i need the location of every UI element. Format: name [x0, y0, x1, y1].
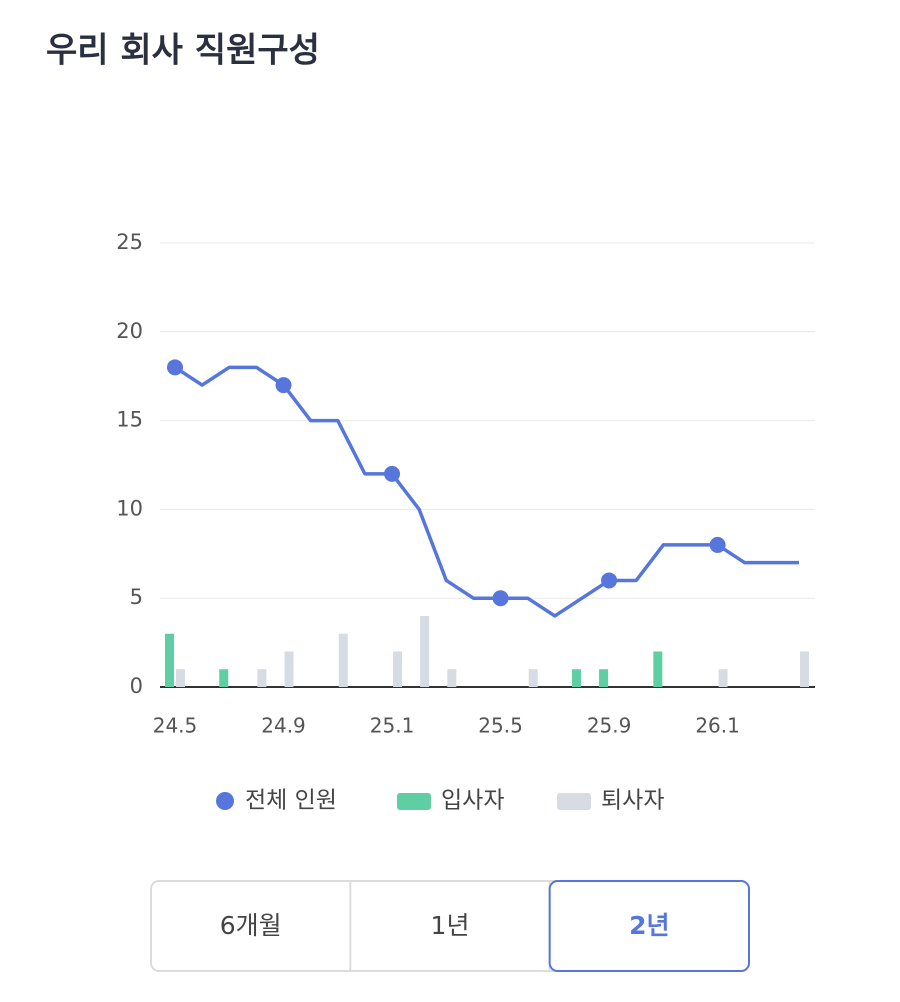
y-tick-label: 0: [130, 674, 143, 698]
point: [275, 377, 292, 394]
bar: [653, 651, 663, 687]
point: [601, 572, 618, 589]
bar: [284, 651, 294, 687]
page-title: 우리 회사 직원구성: [46, 31, 320, 71]
legend-marker: [216, 792, 234, 810]
point: [384, 465, 401, 482]
point: [709, 536, 726, 553]
x-tick-label: 24.9: [261, 714, 306, 738]
y-tick-label: 20: [116, 319, 143, 343]
bar: [718, 669, 728, 687]
bar: [571, 669, 581, 687]
tab-selected: [548, 880, 751, 972]
bar: [338, 633, 348, 687]
legend-label: 전체 인원: [245, 788, 337, 814]
x-tick-label: 24.5: [153, 714, 198, 738]
legend-label: 퇴사자: [601, 788, 664, 814]
legend-marker: [397, 793, 431, 810]
y-tick-label: 25: [116, 230, 143, 254]
x-tick-label: 25.1: [370, 714, 415, 738]
y-tick-label: 15: [116, 408, 143, 432]
bar: [257, 669, 267, 687]
bar: [420, 615, 430, 687]
bar: [176, 669, 185, 687]
bar: [447, 669, 457, 687]
x-tick-label: 26.1: [695, 714, 740, 738]
y-tick-label: 5: [130, 585, 143, 609]
legend-label: 입사자: [441, 788, 504, 814]
bar: [165, 633, 174, 687]
point: [167, 359, 183, 376]
bar: [393, 651, 403, 687]
tab-button[interactable]: 6개월: [220, 911, 282, 940]
legend-marker: [557, 793, 591, 810]
bar: [219, 669, 229, 687]
tab-button[interactable]: 1년: [431, 911, 470, 940]
bar: [528, 669, 538, 687]
bar: [799, 651, 809, 687]
x-tick-label: 25.9: [587, 714, 632, 738]
bar: [599, 669, 609, 687]
point: [492, 590, 509, 607]
tab-button[interactable]: 2년: [629, 911, 669, 940]
y-tick-label: 10: [116, 496, 143, 520]
x-tick-label: 25.5: [478, 714, 523, 738]
line: [174, 365, 799, 618]
